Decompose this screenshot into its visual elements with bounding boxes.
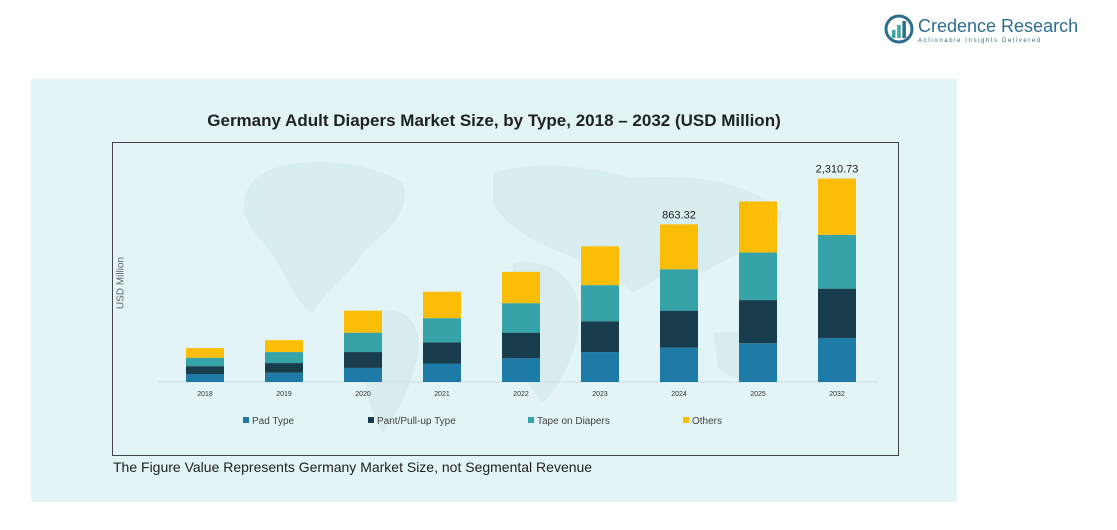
bar-segment-2024-1 <box>660 310 698 348</box>
bar-segment-2022-0 <box>502 358 540 382</box>
bar-segment-2020-0 <box>344 367 382 382</box>
bar-segment-2018-3 <box>186 348 224 358</box>
bar-segment-2021-3 <box>423 291 461 319</box>
bar-segment-2021-0 <box>423 363 461 382</box>
bar-segment-2018-1 <box>186 366 224 375</box>
legend-swatch <box>683 417 689 423</box>
bar-segment-2019-1 <box>265 363 303 373</box>
bar-chart-globe-icon <box>884 14 914 44</box>
x-tick-label: 2021 <box>434 391 450 398</box>
bar-segment-2023-1 <box>581 321 619 353</box>
bar-segment-2024-0 <box>660 347 698 382</box>
x-tick-label: 2025 <box>750 391 766 398</box>
stacked-bar-chart: 2018 2019 2020 2021 2022 2023 2024 2025 2032 863… <box>158 162 878 433</box>
x-tick-label: 2024 <box>671 391 687 398</box>
bar-segment-2023-0 <box>581 352 619 382</box>
bar-segment-2018-2 <box>186 357 224 367</box>
bar-segment-2021-2 <box>423 318 461 343</box>
brand-tagline: Actionable Insights Delivered <box>918 38 1042 44</box>
bar-segment-2020-3 <box>344 310 382 333</box>
bar-segment-2032-2 <box>818 234 856 289</box>
legend-swatch <box>528 417 534 423</box>
chart-title: Germany Adult Diapers Market Size, by Ty… <box>207 111 781 130</box>
brand-name: Credence Research <box>918 16 1079 36</box>
bar-segment-2024-2 <box>660 269 698 311</box>
bar-segment-2019-0 <box>265 372 303 382</box>
x-tick-label: 2020 <box>355 391 371 398</box>
bar-segment-2024-3 <box>660 224 698 270</box>
bar-segment-2020-1 <box>344 352 382 368</box>
x-tick-label: 2032 <box>829 391 845 398</box>
footnote: The Figure Value Represents Germany Mark… <box>113 459 593 475</box>
x-tick-label: 2022 <box>513 391 529 398</box>
data-label: 863.32 <box>662 209 696 221</box>
bar-segment-2032-3 <box>818 178 856 235</box>
x-tick-label: 2023 <box>592 391 608 398</box>
legend-swatch <box>243 417 249 423</box>
legend-swatch <box>368 417 374 423</box>
bar-segment-2019-3 <box>265 340 303 353</box>
bar-segment-2025-3 <box>739 201 777 253</box>
bar-segment-2032-1 <box>818 288 856 338</box>
bar-segment-2019-2 <box>265 352 303 364</box>
bar-segment-2023-2 <box>581 285 619 322</box>
bar-segment-2022-3 <box>502 271 540 304</box>
legend-label: Others <box>692 416 722 427</box>
bar-segment-2025-2 <box>739 252 777 301</box>
chart-panel: Germany Adult Diapers Market Size, by Ty… <box>31 79 957 502</box>
x-tick-label: 2019 <box>276 391 292 398</box>
bar-segment-2022-1 <box>502 332 540 359</box>
bar-segment-2032-0 <box>818 337 856 382</box>
data-label: 2,310.73 <box>816 164 859 176</box>
y-axis-label: USD Million <box>115 256 127 310</box>
legend-label: Tape on Diapers <box>537 416 610 427</box>
bar-segment-2018-0 <box>186 374 224 382</box>
bar-segment-2025-0 <box>739 343 777 382</box>
bar-segment-2025-1 <box>739 300 777 344</box>
legend-label: Pant/Pull-up Type <box>377 416 456 427</box>
chart-frame: 2018 2019 2020 2021 2022 2023 2024 2025 2032 863… <box>112 142 899 456</box>
x-tick-label: 2018 <box>197 391 213 398</box>
bar-segment-2021-1 <box>423 342 461 364</box>
bar-segment-2022-2 <box>502 303 540 333</box>
legend-label: Pad Type <box>252 416 295 427</box>
brand-logo: Credence Research Actionable Insights De… <box>884 14 1078 48</box>
bar-segment-2023-3 <box>581 246 619 286</box>
bar-segment-2020-2 <box>344 332 382 353</box>
